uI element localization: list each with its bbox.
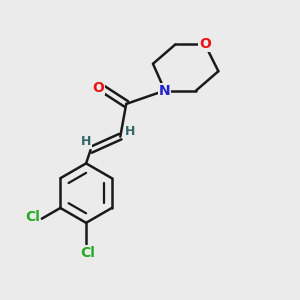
Text: Cl: Cl xyxy=(80,245,95,260)
Text: O: O xyxy=(93,81,104,94)
Text: N: N xyxy=(159,84,171,98)
Text: O: O xyxy=(199,38,211,52)
Text: H: H xyxy=(124,125,135,138)
Text: Cl: Cl xyxy=(25,211,40,224)
Text: H: H xyxy=(81,135,91,148)
